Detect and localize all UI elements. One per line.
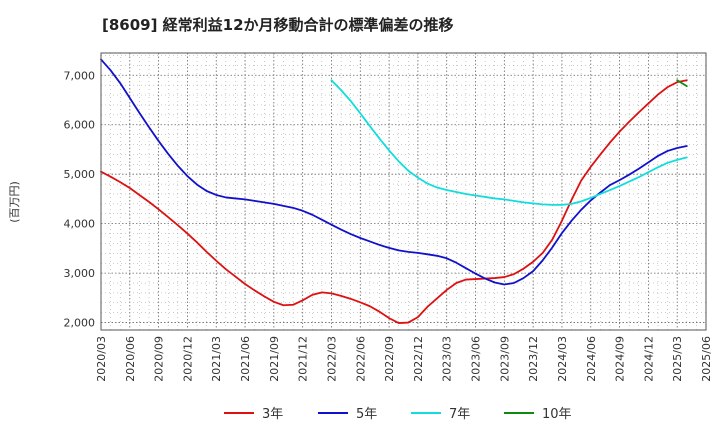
x-tick-label: 2023/03 <box>441 336 454 382</box>
y-tick-label: 6,000 <box>64 119 96 132</box>
x-tick-label: 2024/06 <box>585 336 598 382</box>
x-tick-label: 2024/09 <box>614 336 627 382</box>
series-line <box>676 79 688 88</box>
legend-label: 10年 <box>542 407 572 422</box>
series-line <box>330 79 688 206</box>
x-tick-label: 2020/12 <box>181 336 194 382</box>
x-tick-label: 2022/03 <box>325 336 338 382</box>
x-tick-label: 2024/12 <box>642 336 655 382</box>
x-tick-label: 2021/06 <box>239 336 252 382</box>
grid-layer <box>101 53 706 330</box>
y-tick-labels: 2,000 3,000 4,000 5,000 6,000 7,000 <box>64 69 96 329</box>
y-axis-label: (百万円) <box>8 181 21 223</box>
x-tick-label: 2022/12 <box>412 336 425 382</box>
y-tick-label: 4,000 <box>64 218 96 231</box>
x-tick-label: 2020/03 <box>95 336 108 382</box>
x-tick-label: 2023/09 <box>498 336 511 382</box>
legend-label: 5年 <box>356 407 377 422</box>
x-tick-label: 2021/03 <box>210 336 223 382</box>
plot-frame <box>100 52 707 331</box>
x-tick-labels: 2020/03 2020/06 2020/09 2020/12 2021/03 2021/… <box>95 336 713 382</box>
x-tick-label: 2023/12 <box>527 336 540 382</box>
x-tick-label: 2021/12 <box>297 336 310 382</box>
x-tick-label: 2025/03 <box>671 336 684 382</box>
x-tick-label: 2025/06 <box>700 336 713 382</box>
y-tick-label: 5,000 <box>64 168 96 181</box>
x-tick-label: 2021/09 <box>268 336 281 382</box>
x-tick-label: 2022/06 <box>354 336 367 382</box>
x-tick-label: 2022/09 <box>383 336 396 382</box>
legend: 3年 5年 7年 10年 <box>224 407 572 422</box>
chart-title: [8609] 経常利益12か月移動合計の標準偏差の推移 <box>102 16 454 34</box>
x-tick-label: 2020/06 <box>124 336 137 382</box>
series-layer <box>100 58 688 324</box>
x-tick-label: 2020/09 <box>153 336 166 382</box>
legend-label: 3年 <box>262 407 283 422</box>
series-line <box>100 58 688 286</box>
x-tick-label: 2024/03 <box>556 336 569 382</box>
y-tick-label: 7,000 <box>64 69 96 82</box>
y-tick-label: 2,000 <box>64 317 96 330</box>
y-tick-label: 3,000 <box>64 267 96 280</box>
series-line <box>100 79 688 324</box>
legend-label: 7年 <box>449 407 470 422</box>
x-tick-label: 2023/06 <box>470 336 483 382</box>
